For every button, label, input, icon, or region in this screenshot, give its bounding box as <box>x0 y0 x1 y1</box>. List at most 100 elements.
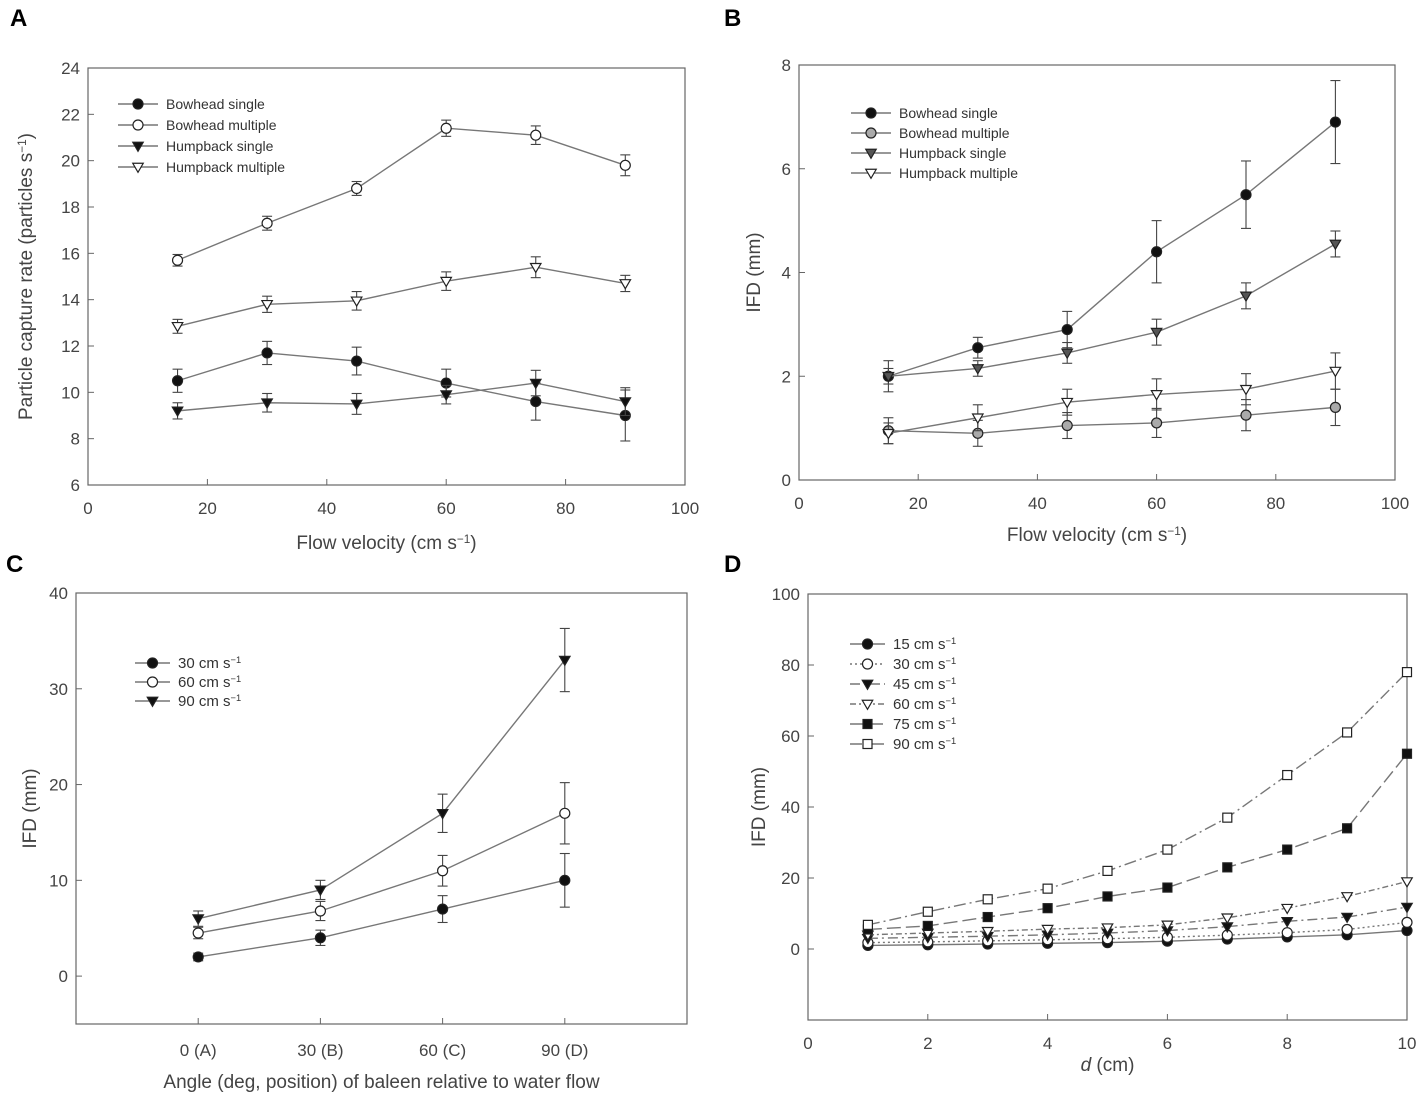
data-point <box>922 920 933 932</box>
y-tick-label: 8 <box>71 430 80 449</box>
legend-marker <box>862 738 873 750</box>
data-point <box>559 807 571 819</box>
legend-marker <box>861 658 874 670</box>
y-axis-label: IFD (mm) <box>744 232 765 312</box>
data-point <box>192 927 204 939</box>
series-1 <box>192 782 571 940</box>
legend-marker <box>864 148 878 160</box>
data-point <box>971 364 985 375</box>
data-point <box>261 217 273 229</box>
series-line <box>867 906 1408 940</box>
panel-a: A 6 8 10 12 14 16 18 20 22 24 0 20 40 60 80 100 Flow velo… <box>10 5 699 554</box>
series-5 <box>862 666 1413 930</box>
data-point <box>436 808 449 820</box>
legend-marker <box>132 98 144 110</box>
x-tick-label: 0 <box>803 1034 812 1053</box>
data-point <box>1239 291 1253 303</box>
y-tick-label: 60 <box>781 727 800 746</box>
data-point <box>1060 348 1074 360</box>
series-1 <box>862 916 1413 949</box>
series-0 <box>882 80 1342 393</box>
data-point <box>559 874 571 886</box>
data-point <box>1162 882 1173 893</box>
y-tick-label: 6 <box>782 160 791 179</box>
x-tick-label: 60 (C) <box>419 1041 466 1060</box>
data-point <box>192 951 204 963</box>
series-line <box>177 382 626 412</box>
data-point <box>1401 916 1413 928</box>
data-point <box>171 254 184 266</box>
series-3 <box>882 352 1342 445</box>
series-line <box>867 753 1408 931</box>
data-point <box>351 355 363 367</box>
series-line <box>888 370 1336 435</box>
legend-marker <box>146 696 159 708</box>
data-point <box>1401 666 1413 678</box>
legend-label: 45 cm s−1 <box>893 676 956 693</box>
data-point <box>191 914 205 926</box>
legend-label: 30 cm s−1 <box>178 655 241 672</box>
x-tick-label: 60 <box>437 499 456 518</box>
y-axis-label: Particle capture rate (particles s−1) <box>16 133 38 420</box>
data-point <box>350 296 363 308</box>
legend-marker <box>861 679 874 691</box>
data-point <box>314 932 326 944</box>
data-point <box>171 375 184 387</box>
x-axis-label: Flow velocity (cm s−1) <box>1007 525 1187 547</box>
legend-marker <box>146 676 159 688</box>
legend-marker <box>865 127 877 139</box>
legend-label: Humpback single <box>166 138 274 154</box>
y-tick-label: 40 <box>49 584 68 603</box>
legend: 15 cm s−1 30 cm s−1 45 cm s−1 60 cm s−1 75 c… <box>850 636 956 753</box>
data-point <box>1329 116 1342 128</box>
x-tick-label: 60 <box>1147 494 1166 513</box>
data-point <box>1282 844 1293 855</box>
y-tick-label: 10 <box>61 383 80 402</box>
legend: Bowhead single Bowhead multiple Humpback s… <box>118 96 285 175</box>
series-1 <box>171 119 631 267</box>
x-tick-label: 100 <box>671 499 699 518</box>
series-2 <box>882 230 1342 385</box>
data-point <box>922 906 933 917</box>
data-point <box>1222 862 1233 873</box>
data-point <box>882 428 895 440</box>
legend: 30 cm s−1 60 cm s−1 90 cm s−1 <box>135 655 241 710</box>
data-point <box>1239 384 1253 396</box>
y-axis-label: IFD (mm) <box>749 767 770 847</box>
legend-label: Bowhead multiple <box>899 125 1010 141</box>
data-point <box>1150 390 1163 401</box>
data-point <box>971 413 985 425</box>
data-point <box>440 122 452 134</box>
panel-letter-b: B <box>724 5 741 32</box>
y-tick-label: 2 <box>782 367 791 386</box>
y-tick-label: 24 <box>61 59 80 78</box>
data-point <box>1401 748 1413 759</box>
series-line <box>867 671 1408 926</box>
legend-marker <box>131 141 145 153</box>
y-tick-label: 20 <box>61 152 80 171</box>
data-point <box>351 182 363 195</box>
legend-label: Humpback multiple <box>899 165 1018 181</box>
legend-label: Bowhead single <box>166 96 265 112</box>
series-3 <box>861 877 1414 942</box>
data-point <box>1341 823 1353 834</box>
series-line <box>198 812 566 934</box>
data-point <box>1340 912 1354 924</box>
x-tick-label: 6 <box>1163 1034 1172 1053</box>
x-tick-label: 8 <box>1282 1034 1291 1053</box>
legend: Bowhead single Bowhead multiple Humpback s… <box>851 105 1018 181</box>
data-point <box>1102 865 1113 877</box>
y-tick-label: 0 <box>791 940 800 959</box>
x-tick-label: 80 <box>1266 494 1285 513</box>
y-axis-label: IFD (mm) <box>20 768 41 848</box>
data-point <box>1240 409 1252 421</box>
data-point <box>619 397 632 409</box>
data-point <box>529 378 543 390</box>
legend-marker <box>132 119 144 131</box>
data-point <box>1240 189 1252 201</box>
x-tick-label: 40 <box>317 499 336 518</box>
series-line <box>888 406 1336 435</box>
data-point <box>1042 903 1053 914</box>
x-tick-label: 0 (A) <box>180 1041 217 1060</box>
